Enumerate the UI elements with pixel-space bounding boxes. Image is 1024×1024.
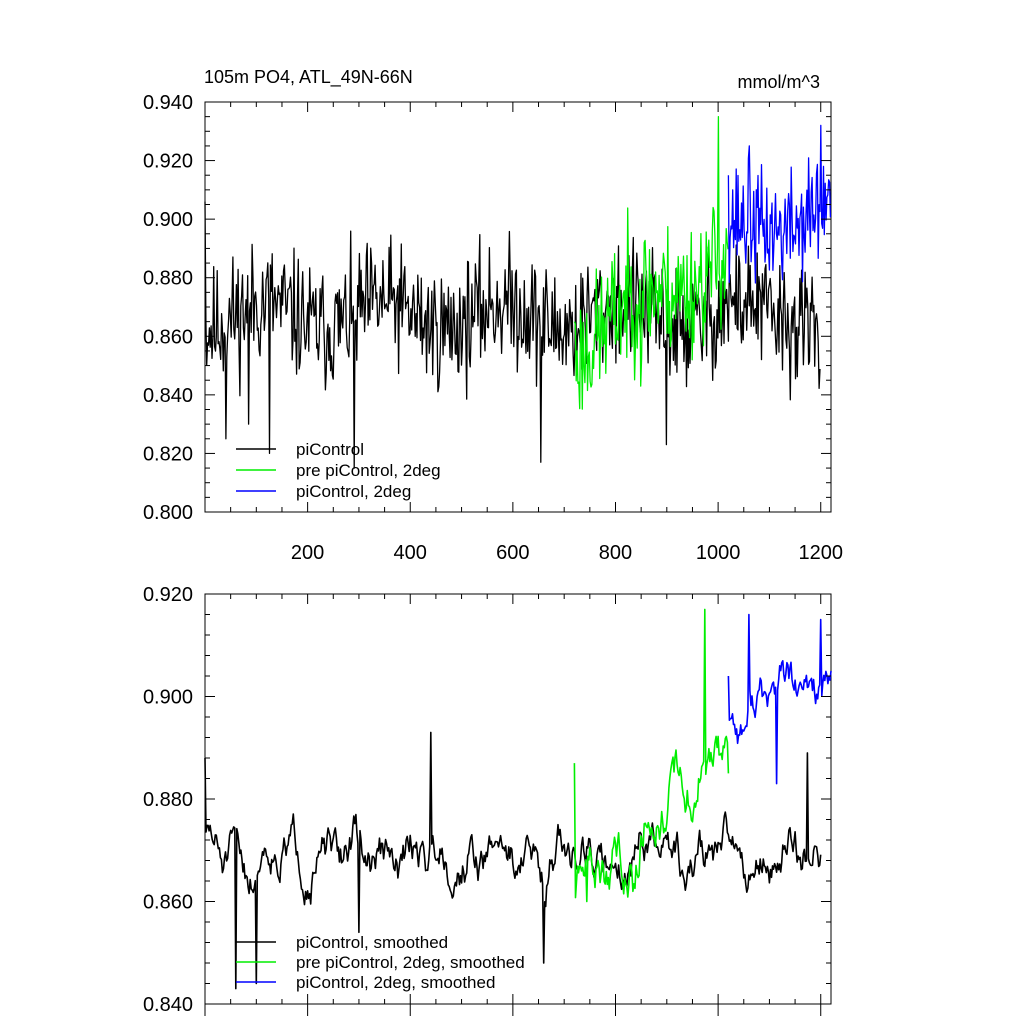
y-tick-label: 0.840 xyxy=(143,994,193,1016)
x-tick-label: 400 xyxy=(394,542,427,564)
y-tick-label: 0.800 xyxy=(143,502,193,524)
legend-label: piControl, 2deg xyxy=(296,482,411,501)
legend-label: piControl, smoothed xyxy=(296,933,448,952)
series-line-0 xyxy=(204,731,822,990)
series-line-0 xyxy=(204,201,821,469)
x-tick-label: 1200 xyxy=(798,542,843,564)
x-tick-label: 1000 xyxy=(696,542,741,564)
x-tick-label: 200 xyxy=(291,542,324,564)
y-tick-label: 0.820 xyxy=(143,443,193,465)
y-tick-label: 0.900 xyxy=(143,209,193,231)
axis-ticks: 0.840 0.860 0.880 0.900 0.920 xyxy=(143,584,831,1016)
y-tick-label: 0.920 xyxy=(143,584,193,606)
series-line-1 xyxy=(573,608,730,903)
legend-label: piControl, 2deg, smoothed xyxy=(296,973,495,992)
y-tick-label: 0.880 xyxy=(143,268,193,290)
series-line-2 xyxy=(727,124,832,284)
top-panel: 105m PO4, ATL_49N-66N mmol/m^3 0.800 0.82… xyxy=(143,67,843,564)
series-layer xyxy=(204,115,832,469)
legend: piControl pre piControl, 2deg piControl, 2… xyxy=(236,440,441,501)
y-tick-label: 0.860 xyxy=(143,892,193,914)
y-tick-label: 0.860 xyxy=(143,326,193,348)
series-layer xyxy=(204,608,832,990)
series-line-1 xyxy=(573,115,729,410)
axis-ticks: 0.800 0.820 0.840 0.860 0.880 0.900 0.920 0.940… xyxy=(143,92,843,564)
y-tick-label: 0.900 xyxy=(143,687,193,709)
series-line-2 xyxy=(727,613,832,785)
bottom-panel: 0.840 0.860 0.880 0.900 0.920 piControl, smo… xyxy=(143,584,832,1016)
chart-title: 105m PO4, ATL_49N-66N xyxy=(204,67,413,88)
y-tick-label: 0.940 xyxy=(143,92,193,114)
legend-label: pre piControl, 2deg, smoothed xyxy=(296,953,525,972)
units-label: mmol/m^3 xyxy=(738,72,820,92)
x-tick-label: 800 xyxy=(599,542,632,564)
y-tick-label: 0.840 xyxy=(143,385,193,407)
legend-label: piControl xyxy=(296,440,364,459)
y-tick-label: 0.880 xyxy=(143,789,193,811)
legend-label: pre piControl, 2deg xyxy=(296,461,441,480)
x-tick-label: 600 xyxy=(496,542,529,564)
y-tick-label: 0.920 xyxy=(143,151,193,173)
